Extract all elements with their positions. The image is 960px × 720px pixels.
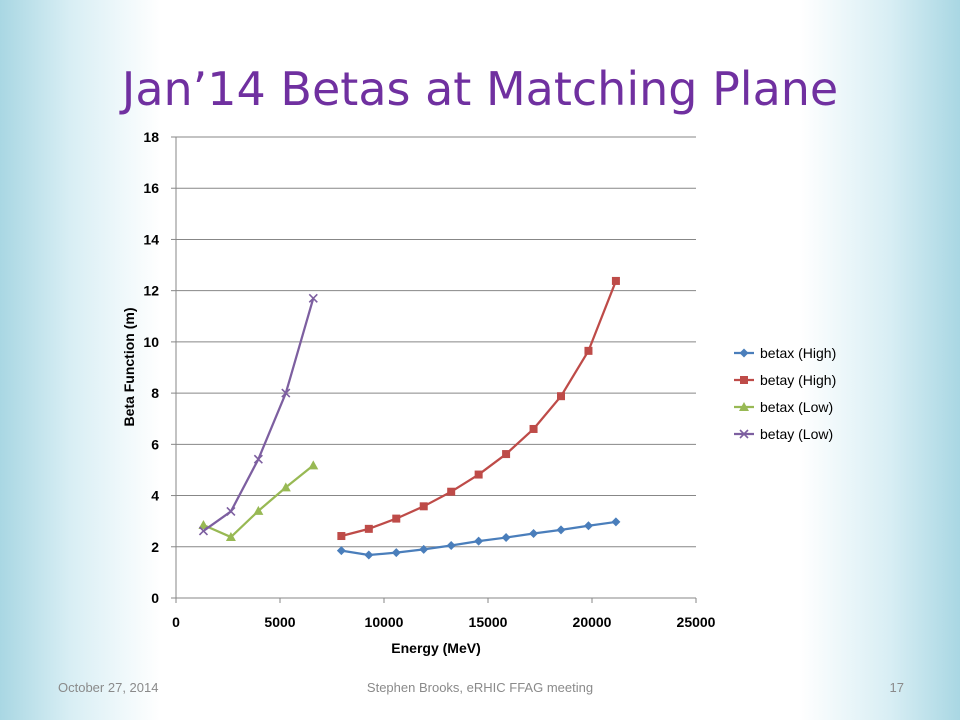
page-number: 17 [889,680,904,695]
legend-marker-betax-high [739,348,749,358]
grid-layer [176,136,696,548]
y-tick-label: 6 [151,436,159,452]
x-marker-stroke [226,506,236,517]
legend-marker-betay-high [740,376,748,384]
data-point-betay-high [502,450,511,459]
data-point-betax-high [583,521,593,531]
legend-marker-betax-low [739,402,749,411]
x-tick-label: 20000 [573,614,612,630]
legend-label-betay-low: betay (Low) [760,426,833,442]
data-point-betay-low [226,506,236,517]
x-marker-stroke [308,293,318,303]
legend: betax (High) betay (High) betax (Low) betay… [734,345,836,442]
y-tick-label: 12 [143,283,159,299]
legend-label-betax-high: betax (High) [760,345,836,361]
series-line-betax-low [203,464,314,539]
x-tick-label: 25000 [677,614,716,630]
x-tick-label: 10000 [365,614,404,630]
data-point-betax-low [253,505,264,515]
data-point-betay-high [584,346,593,355]
data-point-betay-low [198,526,209,536]
data-point-betax-high [391,548,401,558]
legend-marker-betay-low [739,429,749,439]
data-point-betay-low [308,293,318,303]
x-tick-label: 15000 [469,614,508,630]
x-tick-label: 5000 [264,614,295,630]
data-point-betax-high [611,517,621,527]
footer-date: October 27, 2014 [58,680,159,695]
data-point-betay-high [364,524,373,533]
data-point-betax-high [446,540,456,550]
axes-layer: 0 2 4 6 8 10 12 14 16 18 0 5000 10000 15000 20000 25000 [143,129,715,630]
x-marker-stroke [253,454,263,464]
data-point-betay-low [253,454,263,464]
y-tick-label: 2 [151,539,159,555]
legend-label-betay-high: betay (High) [760,372,836,388]
series-line-betay-high [341,280,617,538]
data-point-betax-low [308,460,319,470]
series-layer [198,276,621,560]
data-point-betax-low [198,520,209,530]
data-point-betay-high [392,514,401,523]
x-marker-stroke [198,526,209,536]
x-axis-title: Energy (MeV) [391,640,480,656]
y-tick-label: 18 [143,129,159,145]
data-point-betax-high [556,525,566,535]
data-point-betay-high [419,502,428,511]
data-point-betay-high [557,392,566,401]
data-point-betax-high [336,546,346,556]
data-point-betay-low [281,388,291,398]
data-point-betax-low [225,532,236,542]
data-point-betax-high [364,550,374,560]
data-point-betay-high [611,276,620,285]
data-point-betax-low [280,482,291,492]
data-point-betay-high [447,487,456,496]
x-marker-stroke [739,429,749,439]
data-point-betax-high [474,536,484,546]
y-tick-label: 4 [151,488,159,504]
data-point-betax-high [419,544,429,554]
footer-presenter: Stephen Brooks, eRHIC FFAG meeting [366,680,594,695]
slide-title: Jan’14 Betas at Matching Plane [121,62,839,116]
y-tick-label: 14 [143,231,159,247]
data-point-betay-high [337,532,346,541]
data-point-betay-high [529,424,538,433]
y-tick-label: 10 [143,334,159,350]
x-marker-stroke [281,388,291,398]
y-tick-label: 16 [143,180,159,196]
x-tick-label: 0 [172,614,180,630]
legend-label-betax-low: betax (Low) [760,399,833,415]
y-axis-title: Beta Function (m) [121,308,137,427]
data-point-betay-high [474,470,483,479]
data-point-betax-high [501,533,511,543]
y-tick-label: 8 [151,385,159,401]
y-tick-label: 0 [151,590,159,606]
data-point-betax-high [529,528,539,538]
